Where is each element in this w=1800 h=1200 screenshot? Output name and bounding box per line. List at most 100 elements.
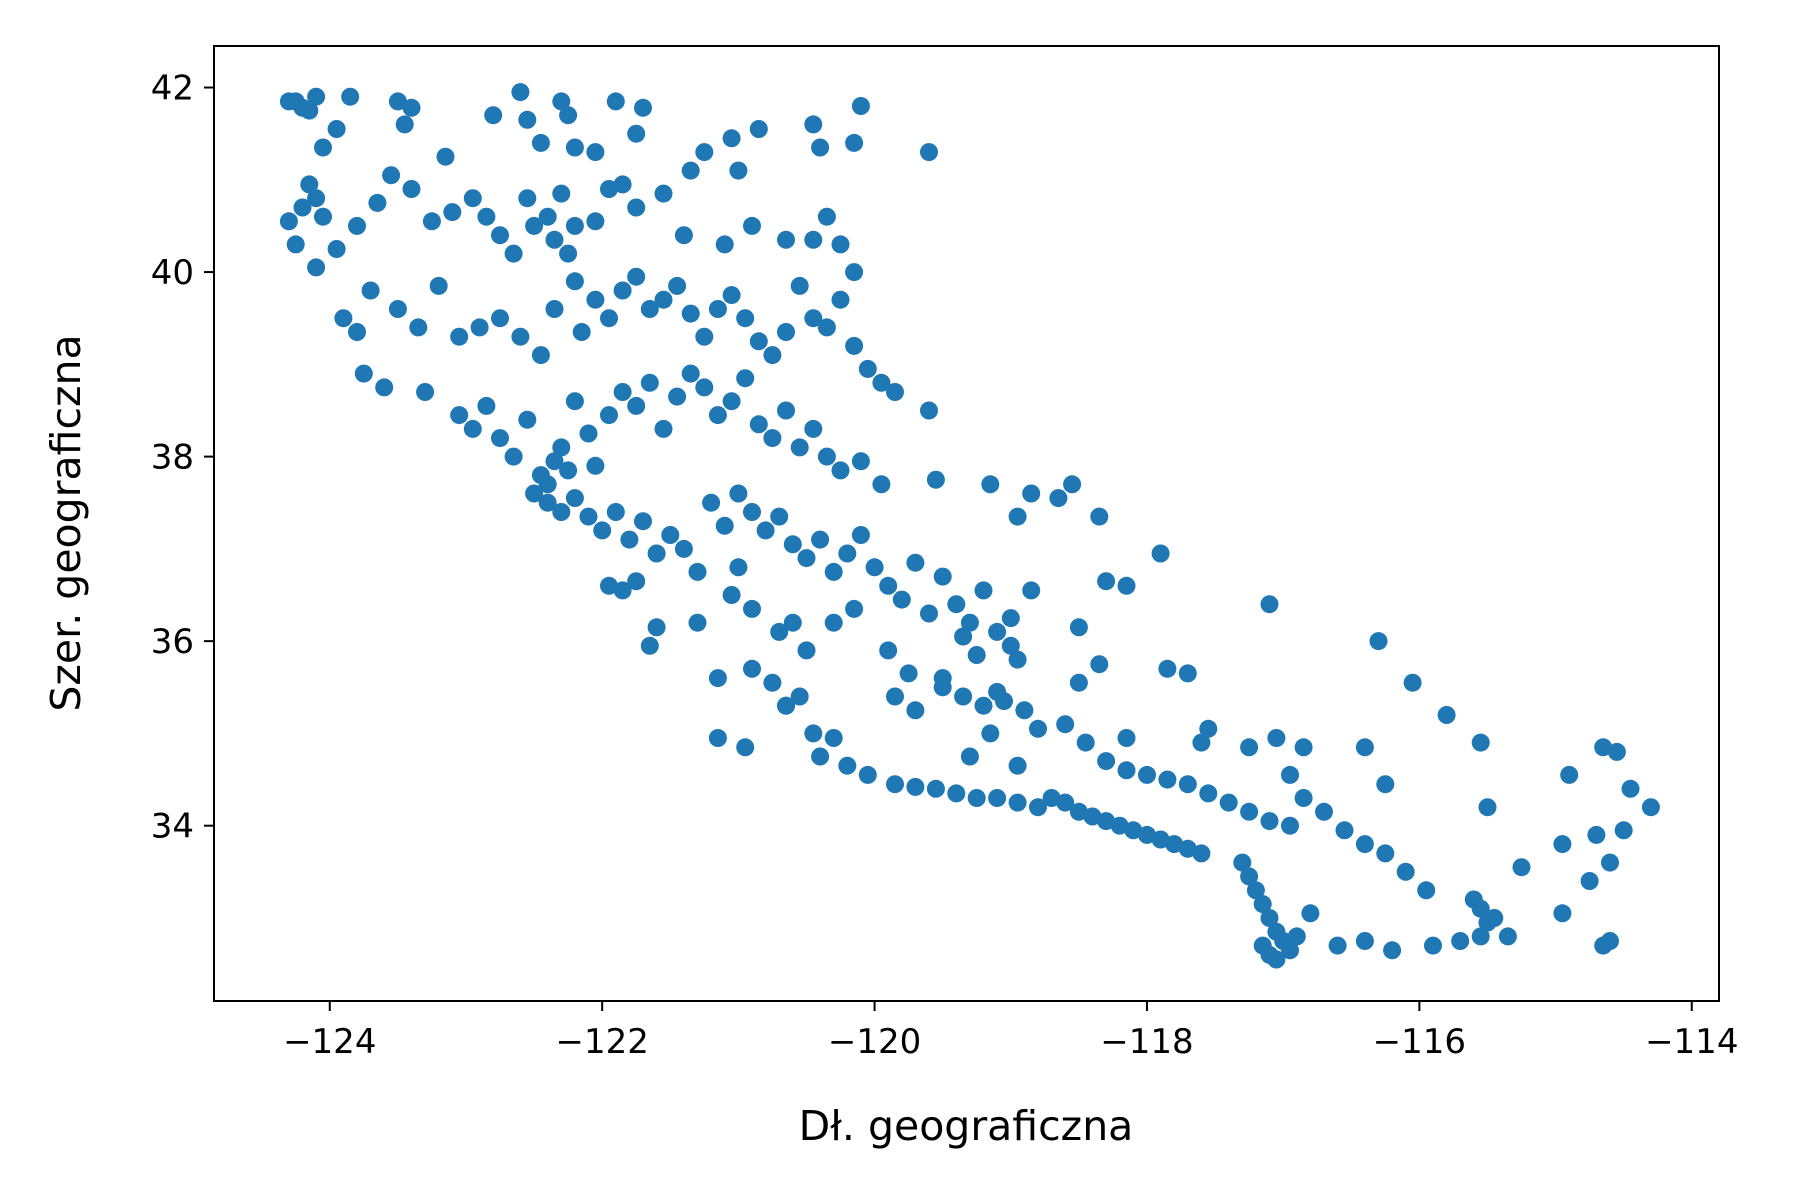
data-point bbox=[729, 558, 748, 577]
data-point bbox=[654, 290, 673, 309]
data-point bbox=[756, 521, 775, 540]
data-point bbox=[886, 775, 904, 794]
data-point bbox=[1260, 812, 1279, 831]
data-point bbox=[797, 549, 816, 568]
data-point bbox=[920, 604, 938, 623]
data-point bbox=[627, 124, 646, 143]
data-point bbox=[708, 669, 727, 688]
x-axis-ticks: −124 −122 −120 −118 −116 −114 bbox=[283, 1001, 1738, 1062]
data-point bbox=[1158, 770, 1177, 789]
data-point bbox=[348, 216, 366, 235]
data-point bbox=[1560, 765, 1579, 784]
data-point bbox=[681, 304, 700, 323]
data-point bbox=[1001, 636, 1020, 655]
data-point bbox=[1069, 802, 1088, 821]
data-point bbox=[886, 383, 904, 401]
data-point bbox=[674, 539, 693, 558]
data-point bbox=[1471, 927, 1490, 946]
data-point bbox=[770, 622, 789, 641]
data-point bbox=[1158, 659, 1177, 678]
data-point bbox=[1383, 941, 1402, 960]
data-point bbox=[722, 286, 741, 305]
data-point bbox=[1512, 858, 1531, 877]
data-point bbox=[545, 452, 564, 471]
data-point bbox=[463, 189, 482, 208]
plot-frame bbox=[213, 45, 1720, 1002]
data-point bbox=[960, 747, 979, 766]
data-point bbox=[1437, 706, 1456, 724]
data-point bbox=[763, 429, 782, 448]
data-point bbox=[279, 92, 298, 111]
data-point bbox=[361, 281, 380, 300]
data-point bbox=[491, 429, 509, 448]
data-point bbox=[1281, 816, 1299, 835]
y-axis-ticks: 34 36 38 40 42 bbox=[151, 69, 214, 847]
data-point bbox=[286, 235, 305, 254]
data-point bbox=[1641, 798, 1660, 817]
data-point bbox=[817, 447, 836, 466]
data-point bbox=[777, 323, 795, 341]
data-point bbox=[654, 419, 673, 438]
data-point bbox=[736, 309, 755, 328]
data-point bbox=[1281, 941, 1299, 960]
data-point bbox=[1607, 742, 1626, 761]
data-point bbox=[1199, 784, 1218, 803]
data-point bbox=[845, 133, 864, 152]
data-point bbox=[933, 567, 952, 586]
data-point bbox=[967, 646, 986, 664]
data-point bbox=[947, 595, 966, 614]
data-point bbox=[668, 387, 687, 406]
y-tick-label: 34 bbox=[151, 807, 194, 847]
data-point bbox=[708, 406, 727, 425]
data-point bbox=[736, 738, 755, 757]
data-point bbox=[1165, 835, 1184, 854]
x-axis-title: Dł. geograficzna bbox=[799, 1102, 1134, 1150]
data-point bbox=[1233, 853, 1252, 872]
data-point bbox=[988, 622, 1007, 641]
data-point bbox=[804, 230, 823, 249]
data-point bbox=[1587, 825, 1606, 844]
data-point bbox=[933, 678, 952, 697]
data-point bbox=[790, 438, 809, 457]
data-point bbox=[1464, 890, 1483, 909]
data-point bbox=[715, 235, 734, 254]
data-point bbox=[586, 143, 605, 162]
data-point bbox=[831, 461, 850, 480]
data-point bbox=[1315, 802, 1333, 821]
data-point bbox=[845, 599, 864, 618]
data-point bbox=[1192, 733, 1211, 752]
data-point bbox=[525, 216, 544, 235]
data-point bbox=[1069, 673, 1088, 692]
data-point bbox=[586, 212, 605, 231]
data-point bbox=[988, 789, 1007, 807]
data-point bbox=[552, 438, 571, 457]
data-point bbox=[1178, 664, 1197, 683]
data-point bbox=[334, 309, 353, 328]
data-point bbox=[593, 521, 612, 540]
data-point bbox=[314, 207, 332, 226]
data-point bbox=[1294, 738, 1313, 757]
data-point bbox=[1117, 576, 1136, 595]
data-point bbox=[981, 475, 1000, 494]
data-point bbox=[1478, 798, 1497, 817]
data-point bbox=[722, 129, 741, 148]
data-point bbox=[1138, 825, 1156, 844]
data-point bbox=[708, 300, 727, 318]
data-point bbox=[797, 641, 816, 660]
data-point bbox=[559, 244, 578, 263]
data-point bbox=[477, 207, 496, 226]
data-point bbox=[851, 97, 870, 115]
data-point bbox=[375, 378, 394, 397]
data-point bbox=[620, 530, 639, 549]
data-point bbox=[688, 562, 707, 581]
data-point bbox=[974, 696, 993, 715]
data-point bbox=[382, 166, 401, 185]
data-point bbox=[579, 424, 598, 443]
data-point bbox=[811, 138, 830, 157]
x-tick-label: −116 bbox=[1373, 1022, 1466, 1062]
data-point bbox=[327, 240, 346, 258]
data-point bbox=[1117, 761, 1136, 780]
data-point bbox=[743, 659, 761, 678]
data-point bbox=[1451, 932, 1470, 950]
data-point bbox=[763, 346, 782, 365]
